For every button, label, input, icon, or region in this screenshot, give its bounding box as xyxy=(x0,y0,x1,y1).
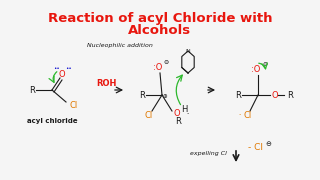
Text: ..: .. xyxy=(238,111,242,116)
Text: Cl: Cl xyxy=(69,100,77,109)
Text: Alcohols: Alcohols xyxy=(128,24,192,37)
Text: Reaction of acyl Chloride with: Reaction of acyl Chloride with xyxy=(48,12,272,25)
Text: ⊖: ⊖ xyxy=(265,141,271,147)
Text: R: R xyxy=(235,91,241,100)
Text: ROH: ROH xyxy=(96,78,116,87)
Text: ••: •• xyxy=(65,66,71,71)
Text: Cl: Cl xyxy=(145,111,153,120)
Text: ⊕: ⊕ xyxy=(163,93,167,98)
Text: O: O xyxy=(174,109,180,118)
Text: :O: :O xyxy=(153,62,163,71)
Text: R: R xyxy=(287,91,293,100)
Text: ⊖: ⊖ xyxy=(164,60,169,64)
Text: R: R xyxy=(29,86,35,94)
Text: O: O xyxy=(272,91,279,100)
Text: H: H xyxy=(181,105,187,114)
Text: Cl: Cl xyxy=(244,111,252,120)
Text: :O: :O xyxy=(251,64,261,73)
Text: acyl chloride: acyl chloride xyxy=(27,118,77,124)
Text: N: N xyxy=(186,48,190,53)
Text: Nucleophilic addition: Nucleophilic addition xyxy=(87,43,153,48)
Text: ••: •• xyxy=(52,66,60,71)
Text: - Cl: - Cl xyxy=(248,143,263,152)
Text: ⊖: ⊖ xyxy=(262,62,268,66)
Text: R: R xyxy=(175,116,181,125)
Text: ..: .. xyxy=(186,109,190,114)
Text: O: O xyxy=(59,69,65,78)
Text: R: R xyxy=(139,91,145,100)
Text: expelling Cl: expelling Cl xyxy=(189,150,227,156)
